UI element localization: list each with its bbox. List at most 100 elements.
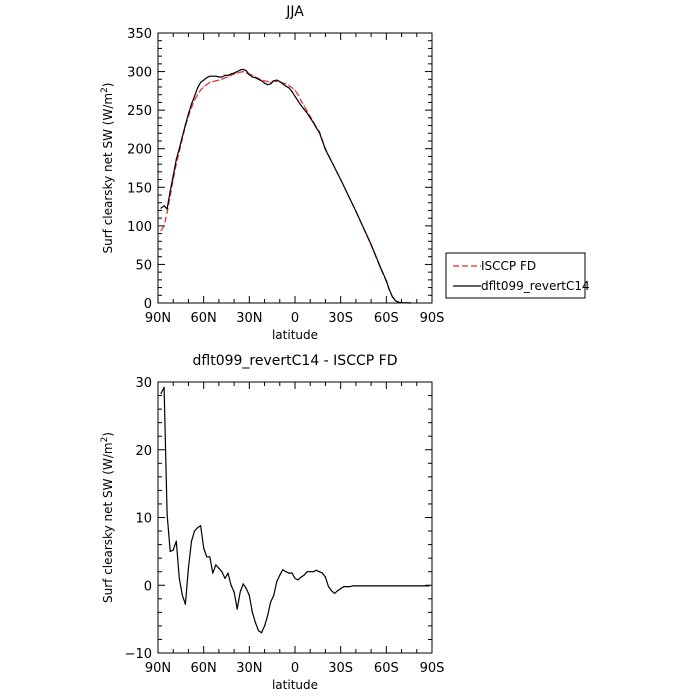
data-point xyxy=(267,615,269,617)
data-point xyxy=(337,590,339,592)
data-point xyxy=(193,530,196,532)
data-point xyxy=(385,585,387,587)
y-tick-label: 20 xyxy=(135,444,152,459)
data-point xyxy=(184,124,186,126)
data-point xyxy=(227,76,229,78)
data-point xyxy=(291,91,293,93)
data-point xyxy=(251,76,253,78)
data-point xyxy=(358,585,360,587)
data-point xyxy=(355,210,357,212)
data-point xyxy=(230,584,232,586)
data-point xyxy=(279,81,281,83)
data-point xyxy=(200,89,202,91)
y-axis-label-text: Surf clearsky net SW (W/m xyxy=(101,442,115,603)
data-point xyxy=(206,556,208,558)
data-point xyxy=(178,148,180,150)
data-point xyxy=(166,208,168,210)
data-point xyxy=(215,564,217,566)
data-point xyxy=(248,74,250,76)
data-point xyxy=(233,591,235,593)
data-point xyxy=(419,585,421,587)
data-point xyxy=(166,513,168,515)
data-point xyxy=(267,84,269,86)
chart-title: dflt099_revertC14 - ISCCP FD xyxy=(193,353,398,369)
y-tick-label: 300 xyxy=(127,66,152,81)
y-axis-label-close: ) xyxy=(101,83,115,88)
data-point xyxy=(410,585,412,587)
data-point xyxy=(230,73,232,75)
y-axis-label-superscript: 2 xyxy=(100,437,110,443)
data-point xyxy=(276,79,278,81)
data-point xyxy=(260,80,263,82)
data-point xyxy=(294,89,296,91)
data-point xyxy=(203,547,205,549)
data-point xyxy=(346,586,348,588)
data-point xyxy=(300,576,302,578)
data-point xyxy=(425,585,427,587)
data-point xyxy=(193,95,196,97)
data-point xyxy=(245,588,247,590)
data-point xyxy=(245,70,247,72)
data-point xyxy=(309,571,311,573)
data-point xyxy=(391,296,393,298)
data-point xyxy=(364,585,366,587)
data-point xyxy=(297,579,299,581)
data-point xyxy=(373,585,375,587)
data-point xyxy=(267,81,269,83)
legend: ISCCP FD dflt099_revertC14 xyxy=(445,252,590,299)
chart-title: JJA xyxy=(285,4,304,20)
y-axis-label-superscript: 2 xyxy=(100,87,110,93)
data-point xyxy=(340,588,342,590)
data-point xyxy=(367,585,369,587)
data-point xyxy=(264,80,266,82)
data-point xyxy=(297,94,299,96)
data-point xyxy=(163,205,165,207)
y-axis-label-close: ) xyxy=(101,432,115,437)
data-point xyxy=(218,76,220,78)
data-point xyxy=(169,550,171,553)
data-point xyxy=(224,77,226,79)
data-point xyxy=(212,572,214,574)
data-point xyxy=(285,83,287,85)
data-point xyxy=(245,72,247,74)
data-point xyxy=(251,611,253,614)
data-point xyxy=(254,77,256,79)
y-axis-label: Surf clearsky net SW (W/m2) xyxy=(100,83,115,254)
data-point xyxy=(315,569,317,571)
data-point xyxy=(397,301,400,303)
data-point xyxy=(270,83,272,85)
data-point xyxy=(422,585,424,587)
data-point xyxy=(303,108,305,110)
y-tick-label: 200 xyxy=(127,143,152,158)
data-point xyxy=(160,207,162,209)
data-point xyxy=(282,569,284,571)
data-point xyxy=(206,84,208,86)
data-point xyxy=(312,121,314,124)
chart-panel-2: −10 0 10 20 30 90N 60N 30N 0 30S 60S 90S dflt099_rev… xyxy=(100,353,444,692)
data-point xyxy=(285,571,287,573)
data-point xyxy=(324,576,326,578)
data-point xyxy=(197,87,199,89)
legend-box xyxy=(445,252,586,299)
y-tick-label: 350 xyxy=(127,27,152,42)
data-point xyxy=(218,79,220,81)
data-point xyxy=(227,572,229,574)
data-point xyxy=(379,585,381,587)
data-point xyxy=(181,594,183,597)
x-tick-label: 60N xyxy=(191,661,217,676)
data-point xyxy=(236,608,238,610)
data-point xyxy=(285,85,287,87)
y-tick-label: 250 xyxy=(127,104,152,119)
legend-label: dflt099_revertC14 xyxy=(481,279,590,293)
data-point xyxy=(212,81,214,83)
data-point xyxy=(242,71,244,73)
data-point xyxy=(318,131,320,134)
data-point xyxy=(401,585,403,587)
data-point xyxy=(209,81,211,83)
data-point xyxy=(257,78,260,80)
series-1 xyxy=(160,386,430,634)
data-point xyxy=(215,80,217,82)
data-point xyxy=(212,75,214,77)
data-point xyxy=(352,585,354,587)
